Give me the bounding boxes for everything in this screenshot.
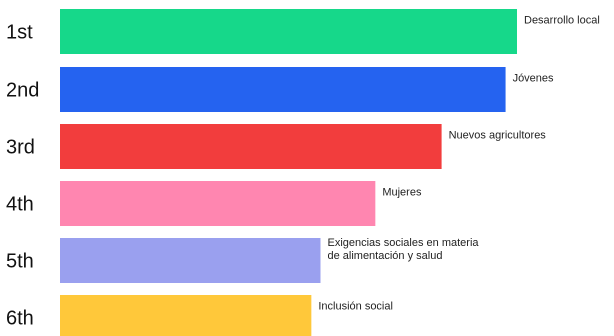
category-label: Jóvenes — [513, 73, 554, 85]
category-label-line: Desarrollo local — [524, 15, 600, 27]
category-label-line: de alimentación y salud — [327, 250, 442, 262]
category-label-line: Mujeres — [382, 187, 422, 199]
rank-label: 4th — [6, 194, 34, 216]
category-label-line: Inclusión social — [318, 301, 393, 313]
rank-label: 2nd — [6, 80, 39, 102]
category-label-line: Exigencias sociales en materia — [327, 237, 479, 249]
category-label: Inclusión social — [318, 301, 393, 313]
category-label-line: Jóvenes — [513, 73, 554, 85]
bar — [60, 181, 375, 226]
category-label: Mujeres — [382, 187, 422, 199]
category-label: Nuevos agricultores — [449, 130, 547, 142]
rank-label: 6th — [6, 308, 34, 330]
bar — [60, 9, 517, 54]
rank-label: 1st — [6, 22, 33, 44]
bar — [60, 124, 442, 169]
rank-label: 5th — [6, 251, 34, 273]
category-label-line: Nuevos agricultores — [449, 130, 547, 142]
category-label: Exigencias sociales en materia de aliment… — [327, 237, 479, 262]
bar — [60, 238, 320, 283]
bar — [60, 67, 506, 112]
rank-label: 3rd — [6, 137, 35, 159]
bar — [60, 295, 311, 336]
category-label: Desarrollo local — [524, 15, 600, 27]
